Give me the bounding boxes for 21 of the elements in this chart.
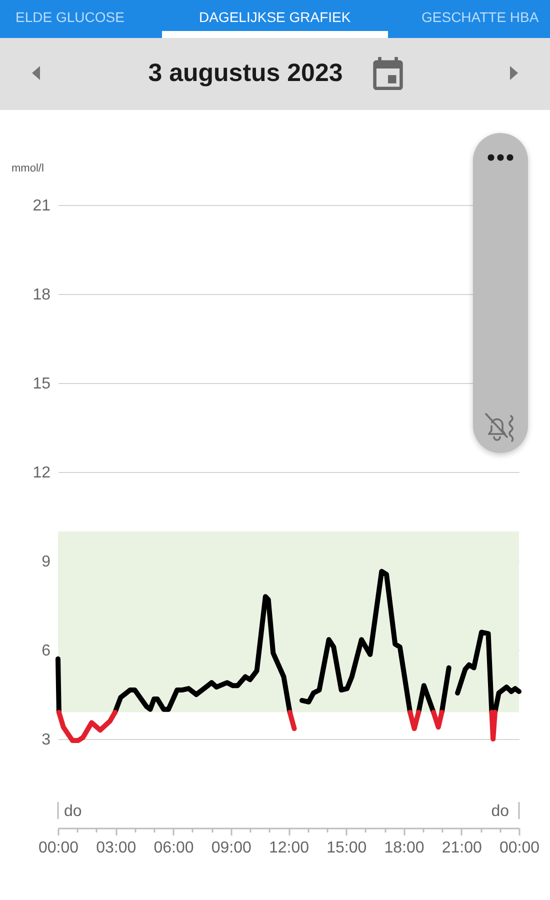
x-tick-label: 12:00 [268, 840, 310, 856]
y-tick-label: 6 [42, 642, 51, 660]
x-tick-label: 15:00 [326, 840, 367, 856]
x-tick-label: 03:00 [96, 840, 136, 856]
ref-line-label: do [491, 803, 510, 820]
chart-title: 3 augustus 2023 [148, 59, 343, 87]
tab-bar: ELDE GLUCOSE DAGELIJKSE GRAFIEK GESCHATTE HBA [0, 0, 550, 38]
y-tick-label: 12 [32, 464, 51, 482]
x-tick-label: 06:00 [154, 840, 194, 856]
x-tick-label: 00:00 [38, 840, 79, 856]
y-tick-label: 3 [42, 732, 51, 748]
y-tick-label: 9 [42, 554, 51, 570]
x-tick-label: 18:00 [384, 840, 424, 856]
x-tick-label: 09:00 [211, 840, 252, 856]
x-tick-label: 21:00 [442, 840, 482, 856]
y-tick-label: 15 [32, 376, 51, 392]
x-tick-label: 00:00 [499, 840, 540, 856]
y-axis-title: mmol/l [12, 162, 44, 174]
ref-line-label: do [64, 803, 82, 820]
y-tick-label: 21 [32, 198, 51, 214]
y-tick-label: 18 [32, 286, 51, 304]
